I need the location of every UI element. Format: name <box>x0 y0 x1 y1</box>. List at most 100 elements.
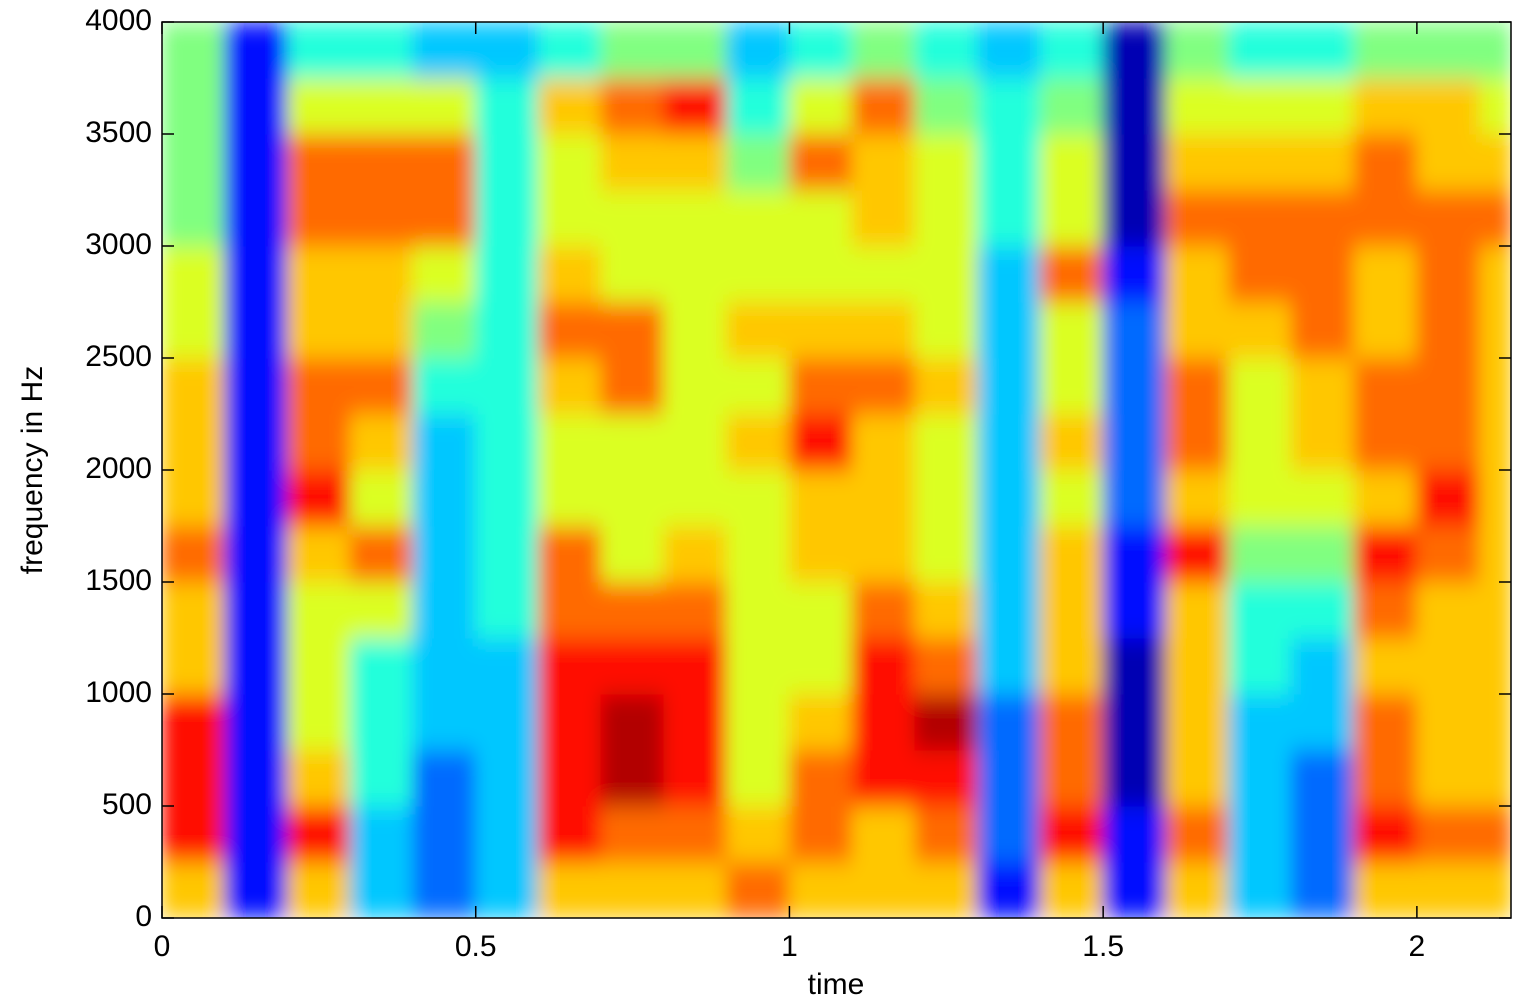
heatmap-cell <box>1102 525 1167 583</box>
y-tick-label: 1000 <box>85 676 152 709</box>
heatmap-cell <box>224 581 288 639</box>
heatmap-cell <box>286 805 351 863</box>
heatmap-cell <box>1353 637 1418 695</box>
heatmap-cell <box>1479 357 1511 415</box>
heatmap-cell <box>977 245 1041 303</box>
heatmap-cell <box>412 581 477 639</box>
heatmap-cell <box>788 749 853 807</box>
heatmap-cell <box>1039 413 1104 471</box>
heatmap-cell <box>1290 805 1355 863</box>
heatmap-cell <box>286 357 351 415</box>
heatmap-cell <box>600 22 665 79</box>
heatmap-cell <box>412 861 477 918</box>
heatmap-cell <box>1165 189 1230 247</box>
heatmap-cell <box>788 469 853 527</box>
heatmap-cell <box>286 245 351 303</box>
heatmap-cell <box>914 693 979 751</box>
heatmap-cell <box>412 749 477 807</box>
heatmap-cell <box>914 357 979 415</box>
heatmap-cell <box>977 301 1041 359</box>
heatmap-cell <box>851 77 916 135</box>
heatmap-cell <box>1102 301 1167 359</box>
heatmap-cell <box>1165 301 1230 359</box>
heatmap-cell <box>475 805 539 863</box>
heatmap-cell <box>224 413 288 471</box>
heatmap-cell <box>1479 77 1511 135</box>
heatmap-cell <box>162 525 226 583</box>
heatmap-cell <box>977 637 1041 695</box>
heatmap-cell <box>1039 301 1104 359</box>
heatmap-cell <box>537 637 602 695</box>
heatmap-cell <box>349 22 414 79</box>
heatmap-cell <box>1479 693 1511 751</box>
heatmap-cell <box>412 133 477 191</box>
heatmap-cell <box>1165 525 1230 583</box>
heatmap-cell <box>726 413 790 471</box>
heatmap-cell <box>537 357 602 415</box>
heatmap-cell <box>851 861 916 918</box>
heatmap-cell <box>1353 189 1418 247</box>
heatmap-cell <box>663 22 728 79</box>
heatmap-cell <box>1228 525 1292 583</box>
heatmap-cell <box>475 637 539 695</box>
heatmap-cell <box>537 581 602 639</box>
heatmap-cell <box>1039 189 1104 247</box>
heatmap-cell <box>914 581 979 639</box>
heatmap-cell <box>412 693 477 751</box>
heatmap-cell <box>914 22 979 79</box>
y-tick-label: 2500 <box>85 340 152 373</box>
heatmap-cell <box>1102 469 1167 527</box>
heatmap-cell <box>1416 413 1481 471</box>
heatmap-cell <box>663 133 728 191</box>
heatmap-cell <box>977 22 1041 79</box>
heatmap-cell <box>726 133 790 191</box>
heatmap-cell <box>286 693 351 751</box>
heatmap-cell <box>224 469 288 527</box>
heatmap-cell <box>726 22 790 79</box>
heatmap-cell <box>1353 301 1418 359</box>
heatmap-cell <box>1102 637 1167 695</box>
heatmap-cell <box>1039 22 1104 79</box>
y-tick-label: 3500 <box>85 116 152 149</box>
heatmap-cell <box>1479 861 1511 918</box>
plot-area <box>162 22 1511 918</box>
heatmap-cell <box>1039 77 1104 135</box>
heatmap-cell <box>977 189 1041 247</box>
heatmap-cell <box>537 245 602 303</box>
heatmap-cell <box>162 581 226 639</box>
heatmap-cell <box>851 637 916 695</box>
heatmap-cell <box>349 861 414 918</box>
heatmap-cell <box>914 413 979 471</box>
heatmap-cell <box>537 22 602 79</box>
heatmap-cell <box>1416 189 1481 247</box>
heatmap-cell <box>1416 581 1481 639</box>
heatmap-cell <box>412 525 477 583</box>
heatmap-cell <box>162 245 226 303</box>
heatmap-cell <box>1353 413 1418 471</box>
heatmap-cell <box>412 469 477 527</box>
heatmap-cell <box>475 749 539 807</box>
heatmap-cell <box>537 525 602 583</box>
heatmap-cell <box>1290 581 1355 639</box>
heatmap-cell <box>1290 77 1355 135</box>
heatmap-cell <box>412 301 477 359</box>
heatmap-cell <box>851 22 916 79</box>
heatmap-cell <box>977 525 1041 583</box>
heatmap-cell <box>162 749 226 807</box>
heatmap-cell <box>1165 693 1230 751</box>
heatmap-cell <box>1039 469 1104 527</box>
heatmap-cell <box>475 581 539 639</box>
heatmap-cell <box>1102 77 1167 135</box>
heatmap-cell <box>412 413 477 471</box>
heatmap-cell <box>1479 469 1511 527</box>
heatmap-cell <box>162 469 226 527</box>
heatmap-cell <box>1102 861 1167 918</box>
heatmap-cell <box>1039 637 1104 695</box>
heatmap-cell <box>977 133 1041 191</box>
heatmap-cell <box>224 301 288 359</box>
heatmap-cell <box>286 413 351 471</box>
heatmap-cell <box>475 693 539 751</box>
heatmap-cell <box>977 357 1041 415</box>
heatmap-cell <box>224 749 288 807</box>
heatmap-cell <box>1290 525 1355 583</box>
